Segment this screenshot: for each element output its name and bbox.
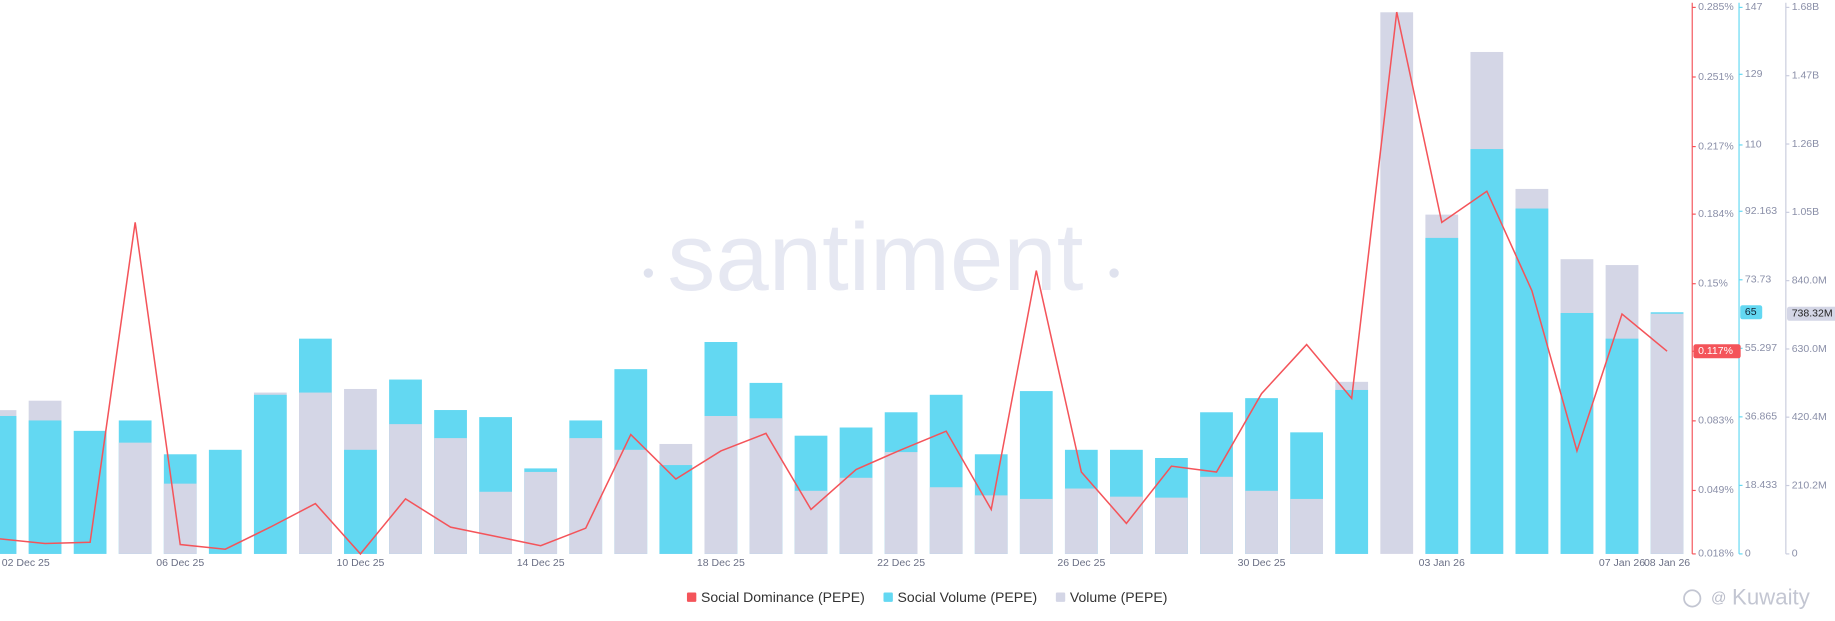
y-tick-label: 129 <box>1745 68 1763 80</box>
y-tick-label: 0.15% <box>1698 278 1728 290</box>
bar <box>524 471 558 554</box>
credit: @ Kuwaity <box>1683 584 1811 609</box>
x-tick-label: 22 Dec 25 <box>877 557 925 569</box>
y-tick-label: 147 <box>1745 1 1763 13</box>
y-tick-label: 1.47B <box>1792 69 1819 81</box>
credit-icon <box>1683 589 1702 608</box>
y-tick-label: 92.163 <box>1745 205 1777 217</box>
bar <box>839 477 873 554</box>
y-tick-label: 18.433 <box>1745 479 1777 491</box>
bar <box>73 430 107 554</box>
legend-label: Social Volume (PEPE) <box>898 589 1038 605</box>
y-tick-label: 110 <box>1745 139 1762 151</box>
bar <box>1245 490 1278 554</box>
bar <box>28 420 62 554</box>
y-tick-label: 0.018% <box>1698 548 1734 560</box>
bar <box>479 491 512 554</box>
x-tick-label: 06 Dec 25 <box>156 557 204 569</box>
y-tick-label: 1.05B <box>1792 206 1819 218</box>
y-tick-label: 0.184% <box>1698 208 1734 220</box>
bar <box>434 438 467 554</box>
bar <box>1470 149 1504 554</box>
value-badge-label: 65 <box>1745 306 1757 318</box>
credit-text: Kuwaity <box>1732 584 1811 609</box>
bar <box>1515 208 1549 554</box>
bar <box>1605 338 1639 554</box>
y-tick-label: 73.73 <box>1745 274 1771 286</box>
bar <box>1425 237 1459 554</box>
bar <box>794 490 828 554</box>
y-tick-label: 0 <box>1745 548 1751 560</box>
y-tick-label: 0.049% <box>1698 484 1734 496</box>
bar <box>1200 476 1233 554</box>
x-tick-label: 02 Dec 25 <box>2 557 50 569</box>
legend-swatch <box>883 592 893 602</box>
value-badge <box>1693 344 1741 359</box>
bar <box>299 392 332 554</box>
legend-label: Social Dominance (PEPE) <box>701 589 865 605</box>
bar <box>1290 498 1324 554</box>
y-tick-label: 840.0M <box>1792 274 1827 286</box>
bar <box>1650 313 1684 554</box>
bar <box>253 394 287 554</box>
y-tick-label: 420.4M <box>1792 411 1827 423</box>
y-tick-label: 1.26B <box>1792 138 1819 150</box>
line <box>0 11 1668 556</box>
value-badge <box>1787 306 1835 321</box>
y-tick-label: 36.865 <box>1745 411 1777 423</box>
watermark: santiment <box>643 204 1119 311</box>
bar <box>704 415 738 554</box>
plot: 0.018% 0.049% 0.083% 0.117% 0.15% 0.184% 0.217… <box>0 1 1835 569</box>
credit-at: @ <box>1711 589 1726 606</box>
y-tick-label: 0.083% <box>1698 415 1734 427</box>
y-tick-label: 0.217% <box>1698 140 1734 152</box>
bar <box>1110 496 1143 554</box>
y-tick-label: 1.68B <box>1792 1 1819 13</box>
legend-swatch <box>1055 592 1066 602</box>
x-tick-label: 26 Dec 25 <box>1057 557 1105 569</box>
bar <box>1560 313 1594 554</box>
bar <box>118 442 152 554</box>
bar <box>1155 497 1188 554</box>
bar <box>1064 488 1098 554</box>
bar <box>208 449 242 554</box>
bar <box>749 418 783 554</box>
x-tick-label: 18 Dec 25 <box>697 557 745 569</box>
watermark-dot <box>1109 268 1119 278</box>
x-tick-label: 10 Dec 25 <box>336 557 384 569</box>
x-tick-label: 03 Jan 26 <box>1419 557 1465 569</box>
legend-label: Volume (PEPE) <box>1070 589 1167 605</box>
bar <box>1019 498 1053 554</box>
y-tick-label: 0.285% <box>1698 1 1734 13</box>
value-badge-label: 0.117% <box>1698 345 1733 357</box>
value-badge-label: 738.32M <box>1792 308 1833 320</box>
legend: Social Dominance (PEPE) Social Volume (PE… <box>686 589 1167 605</box>
y-tick-label: 55.297 <box>1745 342 1777 354</box>
value-badge <box>1740 305 1763 320</box>
y-tick-label: 0.251% <box>1698 71 1734 83</box>
watermark-text: santiment <box>667 204 1083 311</box>
bar <box>569 438 603 554</box>
bar <box>0 415 17 554</box>
x-tick-label: 07 Jan 26 <box>1599 557 1645 569</box>
bar <box>1380 12 1414 554</box>
y-tick-label: 0 <box>1792 548 1798 560</box>
x-tick-label: 30 Dec 25 <box>1238 557 1286 569</box>
x-tick-label: 08 Jan 26 <box>1644 557 1690 569</box>
watermark-dot <box>643 268 654 278</box>
y-tick-label: 210.2M <box>1792 479 1827 491</box>
x-tick-label: 14 Dec 25 <box>517 557 565 569</box>
bar <box>344 449 377 554</box>
bar <box>884 452 918 554</box>
bar <box>1335 389 1369 554</box>
bar <box>929 487 963 554</box>
bar <box>614 449 648 554</box>
legend-swatch <box>686 592 697 602</box>
y-tick-label: 630.0M <box>1792 343 1827 355</box>
bar <box>974 495 1008 554</box>
bar <box>389 424 422 554</box>
